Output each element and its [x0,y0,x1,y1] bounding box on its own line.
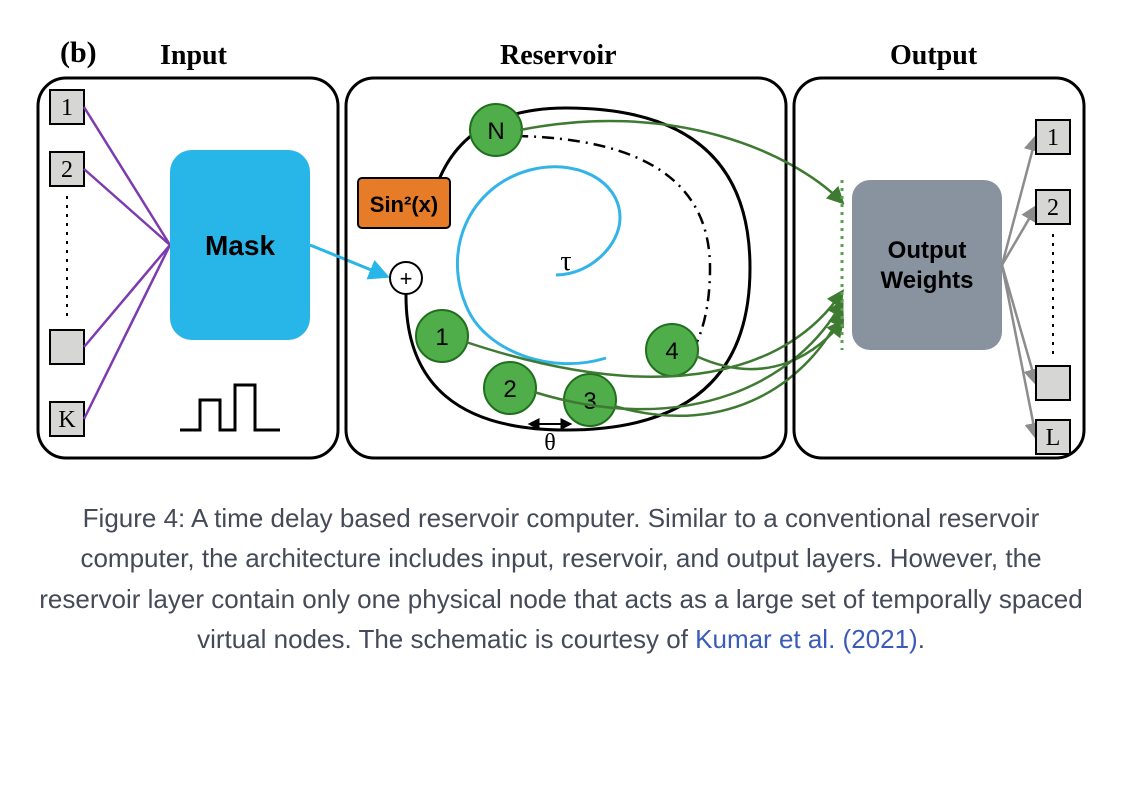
figure-caption: Figure 4: A time delay based reservoir c… [30,498,1092,659]
mask-to-reservoir-arrow [310,245,386,276]
input-node-K: K [50,402,84,436]
figure-container: (b) Input Reservoir Output 1 2 K Mask [30,30,1092,659]
theta-label: θ [544,430,556,456]
virtual-node-1-label: 1 [435,324,448,351]
input-node-1: 1 [50,90,84,124]
virtual-node-3-label: 3 [583,388,596,415]
reservoir-diagram: (b) Input Reservoir Output 1 2 K Mask [30,30,1092,470]
mask-label: Mask [205,230,275,261]
output-node-L: L [1036,420,1070,454]
input-node-mid [50,330,84,364]
output-weight-edges [1002,137,1036,437]
input-node-1-label: 1 [61,95,73,121]
output-node-1-label: 1 [1047,125,1059,151]
output-title: Output [890,40,978,71]
reservoir-title: Reservoir [500,40,617,71]
nonlinear-label: Sin²(x) [370,192,438,217]
caption-prefix: Figure 4: A time delay based reservoir c… [39,503,1082,654]
virtual-node-4: 4 [646,324,698,376]
input-edges [84,107,170,419]
output-node-mid [1036,366,1070,400]
output-weights-box [852,180,1002,350]
caption-suffix: . [918,624,925,654]
output-node-L-label: L [1046,425,1061,451]
output-weights-label-2: Weights [881,267,974,294]
input-title: Input [160,40,228,71]
panel-label: (b) [60,36,97,69]
tau-label: τ [560,246,571,277]
output-weights-label-1: Output [888,237,967,264]
virtual-node-N: N [470,104,522,156]
input-node-2-label: 2 [61,157,73,183]
virtual-node-N-label: N [487,118,504,145]
virtual-node-2: 2 [484,362,536,414]
output-node-1: 1 [1036,120,1070,154]
mask-signal-icon [180,385,280,430]
output-node-2-label: 2 [1047,195,1059,221]
reservoir-spiral [457,167,620,364]
virtual-node-4-label: 4 [665,338,678,365]
virtual-node-1: 1 [416,310,468,362]
input-node-K-label: K [58,407,76,433]
virtual-node-2-label: 2 [503,376,516,403]
input-node-2: 2 [50,152,84,186]
virtual-node-3: 3 [564,374,616,426]
plus-label: + [400,266,413,291]
output-node-2: 2 [1036,190,1070,224]
citation-link[interactable]: Kumar et al. (2021) [695,624,918,654]
